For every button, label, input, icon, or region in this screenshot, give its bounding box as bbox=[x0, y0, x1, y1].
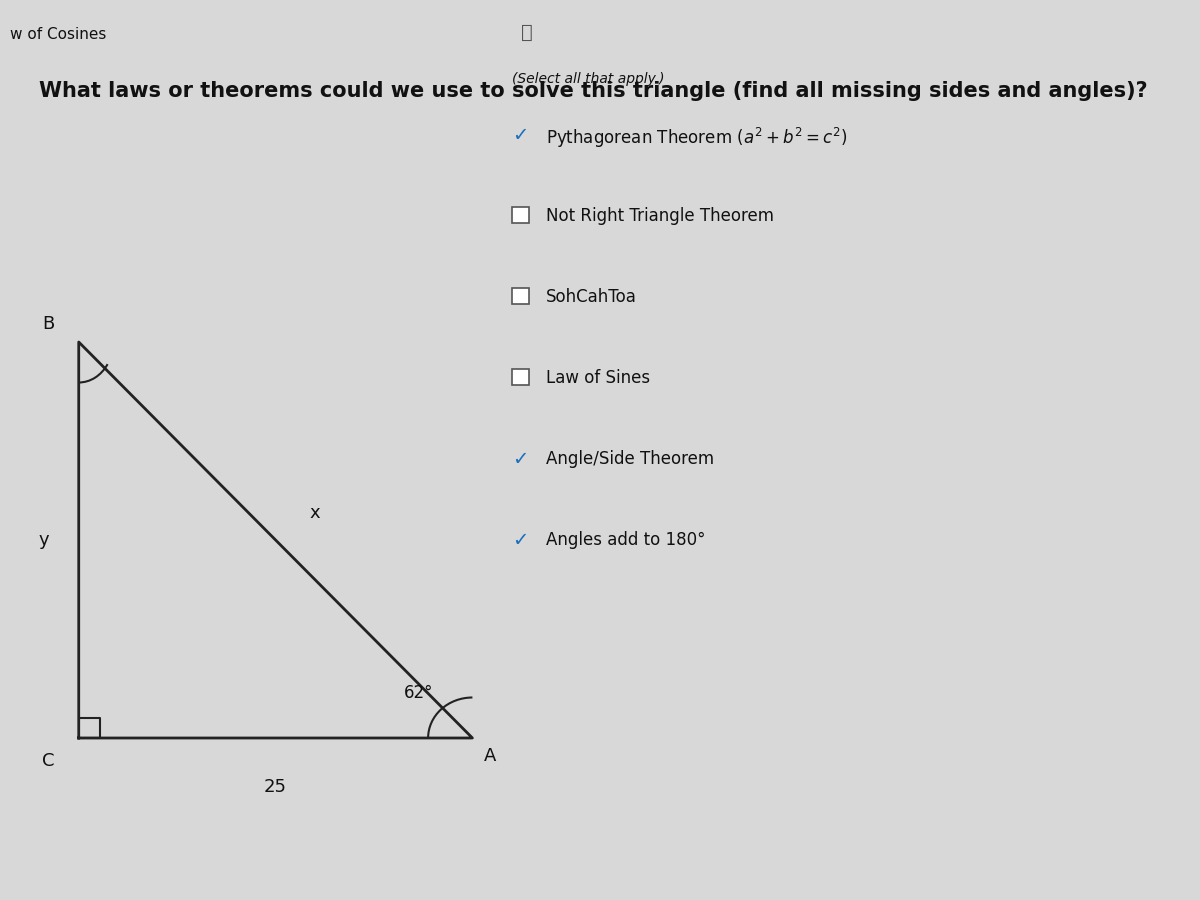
Text: ✓: ✓ bbox=[511, 531, 528, 550]
Text: 62°: 62° bbox=[403, 684, 433, 702]
FancyBboxPatch shape bbox=[511, 288, 529, 304]
Text: x: x bbox=[310, 504, 320, 522]
Text: Not Right Triangle Theorem: Not Right Triangle Theorem bbox=[546, 207, 774, 225]
Text: Pythagorean Theorem ($a^2 + b^2 = c^2$): Pythagorean Theorem ($a^2 + b^2 = c^2$) bbox=[546, 126, 847, 150]
Text: 25: 25 bbox=[264, 778, 287, 796]
Text: C: C bbox=[42, 752, 54, 770]
Text: Angle/Side Theorem: Angle/Side Theorem bbox=[546, 450, 714, 468]
Text: ⤢: ⤢ bbox=[521, 22, 533, 41]
Text: Angles add to 180°: Angles add to 180° bbox=[546, 531, 706, 549]
FancyBboxPatch shape bbox=[511, 207, 529, 223]
Text: (Select all that apply.): (Select all that apply.) bbox=[511, 72, 665, 86]
FancyBboxPatch shape bbox=[511, 369, 529, 385]
Text: y: y bbox=[38, 531, 49, 549]
Text: w of Cosines: w of Cosines bbox=[10, 27, 107, 42]
Text: A: A bbox=[485, 747, 497, 765]
Text: SohCahToa: SohCahToa bbox=[546, 288, 637, 306]
Text: ✓: ✓ bbox=[511, 126, 528, 145]
Text: Law of Sines: Law of Sines bbox=[546, 369, 650, 387]
Text: B: B bbox=[42, 315, 54, 333]
Text: ✓: ✓ bbox=[511, 450, 528, 469]
Text: What laws or theorems could we use to solve this triangle (find all missing side: What laws or theorems could we use to so… bbox=[40, 81, 1148, 101]
